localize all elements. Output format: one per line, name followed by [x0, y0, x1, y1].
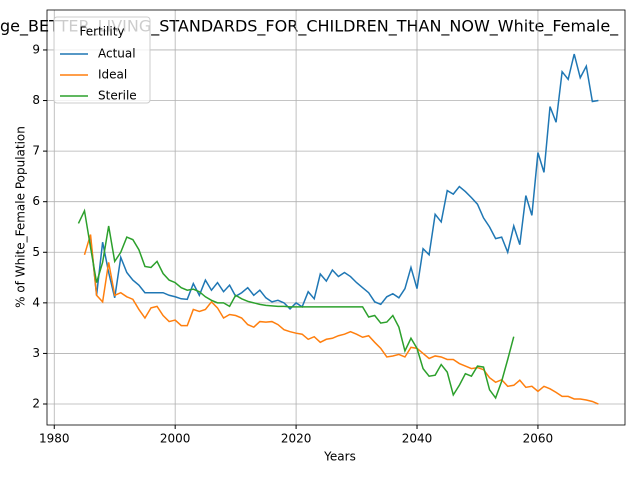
y-tick-label: 7: [32, 144, 40, 158]
line-series: [83, 234, 599, 405]
y-tick-label: 4: [32, 295, 40, 309]
chart-title: ge_BETTER_LIVING_STANDARDS_FOR_CHILDREN_…: [0, 17, 619, 37]
x-tick-label: 2000: [160, 432, 191, 446]
y-tick-label: 6: [32, 194, 40, 208]
x-tick-label: 2040: [402, 432, 433, 446]
legend-label: Ideal: [98, 68, 127, 82]
y-axis-label: % of White_Female Population: [14, 126, 28, 308]
line-series: [77, 208, 515, 400]
y-tick-label: 9: [32, 42, 40, 56]
y-tick-label: 8: [32, 93, 40, 107]
x-tick-label: 1980: [39, 432, 70, 446]
y-tick-label: 5: [32, 245, 40, 259]
y-tick-label: 3: [32, 346, 40, 360]
x-axis-label: Years: [323, 450, 356, 464]
legend-title: Fertility: [79, 25, 124, 39]
line-series: [89, 53, 599, 310]
y-tick-label: 2: [32, 397, 40, 411]
x-tick-label: 2020: [281, 432, 312, 446]
plot-frame: [46, 9, 626, 426]
legend-label: Actual: [98, 47, 136, 61]
legend-box: [53, 16, 151, 104]
x-tick-label: 2060: [523, 432, 554, 446]
legend-label: Sterile: [98, 89, 137, 103]
